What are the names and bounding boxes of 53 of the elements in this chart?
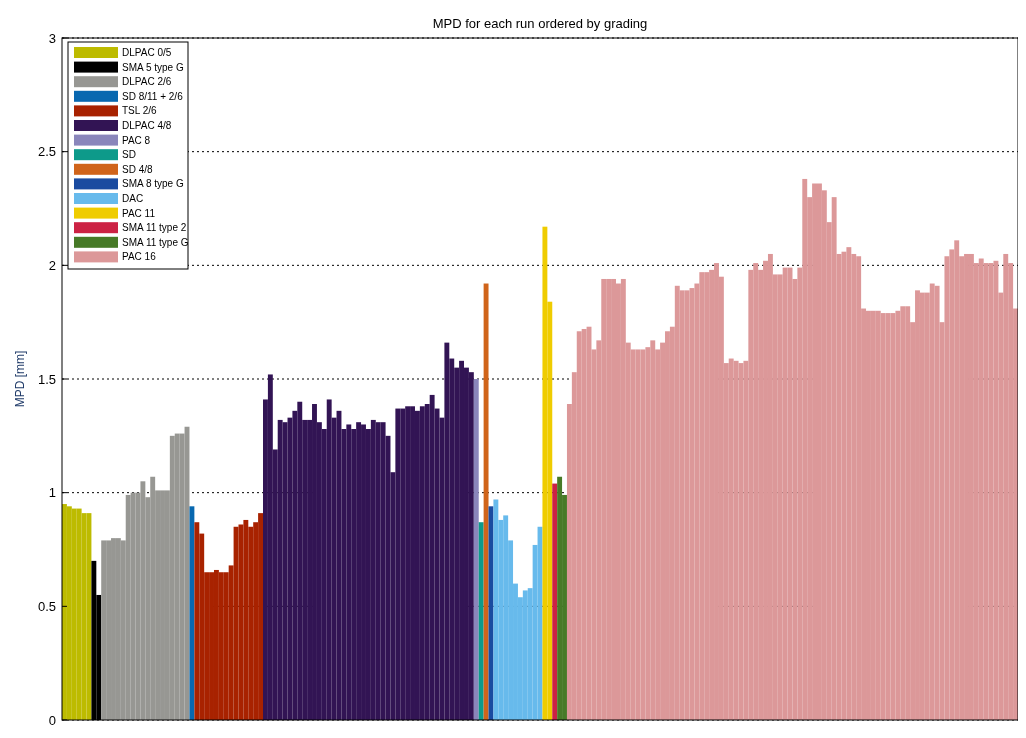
legend-label: SMA 8 type G: [122, 178, 184, 190]
bar: [140, 481, 146, 720]
bar: [581, 328, 587, 720]
bar: [934, 285, 940, 720]
bar: [238, 524, 244, 720]
chart-title: MPD for each run ordered by grading: [432, 16, 648, 31]
bar: [282, 422, 288, 720]
bar: [81, 513, 87, 720]
bar: [130, 492, 136, 720]
bar: [993, 260, 999, 720]
bar: [194, 522, 200, 720]
y-axis-title: MPD [mm]: [13, 350, 27, 408]
legend-label: SMA 11 type G: [122, 236, 189, 248]
bar: [557, 476, 563, 720]
y-tick-label: 0.5: [37, 598, 56, 614]
legend-label: PAC 16: [122, 251, 157, 263]
y-tick-label: 1: [48, 485, 56, 501]
legend-label: TSL 2/6: [122, 105, 158, 117]
bar: [380, 422, 386, 720]
bar: [684, 290, 690, 720]
bar: [983, 263, 989, 720]
y-tick-label: 3: [48, 30, 56, 46]
bar: [635, 349, 641, 720]
bar: [468, 372, 474, 720]
bar: [895, 310, 901, 720]
bar: [483, 283, 489, 720]
legend-label: PAC 8: [122, 134, 151, 146]
legend-label: DLPAC 2/6: [122, 76, 172, 88]
legend-label: DAC: [122, 193, 144, 204]
legend-label: SMA 11 type 2: [122, 222, 187, 234]
legend-label: SD 4/8: [122, 163, 154, 175]
legend-label: PAC 11: [122, 207, 156, 219]
bar: [733, 360, 739, 720]
y-tick-label: 1.5: [37, 371, 56, 387]
bar: [189, 506, 195, 720]
y-tick-label: 2: [48, 257, 56, 273]
legend-label: DLPAC 0/5: [122, 47, 172, 58]
bar: [473, 379, 479, 720]
bar: [846, 247, 852, 720]
bar: [493, 499, 499, 720]
bar: [101, 540, 107, 720]
bar: [429, 394, 435, 720]
bar: [782, 267, 788, 720]
legend-label: DLPAC 4/8: [122, 120, 172, 131]
bar: [885, 313, 891, 720]
y-tick-label: 0: [48, 712, 56, 728]
bar: [478, 522, 484, 720]
bar: [542, 226, 548, 720]
y-tick-label: 2.5: [37, 144, 56, 160]
legend-label: SMA 5 type G: [122, 61, 184, 73]
legend-label: SD: [122, 149, 136, 161]
bar: [552, 483, 558, 720]
legend-label: SD 8/11 + 2/6: [122, 90, 184, 102]
